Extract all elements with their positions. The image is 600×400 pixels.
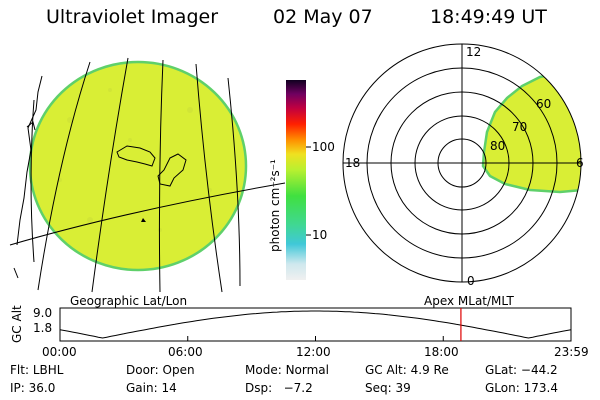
lat-label-80: 80 [490,139,506,153]
lat-lon-grid [9,57,286,293]
mlt-label-12: 12 [466,45,482,59]
altitude-tick-max: 9.0 [33,306,53,320]
status-dsp: Dsp: −7.2 [245,381,313,395]
globe-image [28,60,248,272]
colorbar-ticks [306,146,311,236]
status-gain: Gain: 14 [126,381,177,395]
coastline-outline [13,75,187,279]
mlt-label-18: 18 [345,156,361,170]
status-seq: Seq: 39 [365,381,411,395]
colorbar-tick-100: 100 [312,140,335,154]
time-label: 18:49:49 UT [430,6,547,28]
status-ip: IP: 36.0 [10,381,56,395]
instrument-title: Ultraviolet Imager [46,6,219,28]
lat-label-70: 70 [512,120,528,134]
status-glon: GLon: 173.4 [485,381,558,395]
time-tick-2359: 23:59 [554,345,589,359]
auroral-oval [481,72,581,194]
altitude-tick-min: 1.8 [33,321,53,335]
mlt-label-6: 6 [576,156,584,170]
lat-label-60: 60 [536,97,552,111]
status-glat: GLat: −44.2 [485,363,558,377]
globe-panel-label: Geographic Lat/Lon [70,294,188,308]
polar-panel-label: Apex MLat/MLT [424,294,514,308]
time-tick-1800: 18:00 [424,345,459,359]
status-door: Door: Open [126,363,195,377]
altitude-axis-label: GC Alt [10,305,24,343]
colorbar-tick-10: 10 [312,228,328,242]
date-label: 02 May 07 [273,6,373,28]
time-tick-0000: 00:00 [42,345,77,359]
time-tick-0600: 06:00 [168,345,203,359]
time-tick-1200: 12:00 [296,345,331,359]
polar-plot [342,43,582,283]
island-marker [141,218,146,222]
status-gc-alt: GC Alt: 4.9 Re [365,363,449,377]
colorbar [286,80,306,280]
colorbar-unit-label: photon cm⁻²s⁻¹ [268,159,282,252]
mlt-label-0: 0 [467,274,475,288]
status-mode: Mode: Normal [245,363,329,377]
status-filter: Flt: LBHL [10,363,64,377]
